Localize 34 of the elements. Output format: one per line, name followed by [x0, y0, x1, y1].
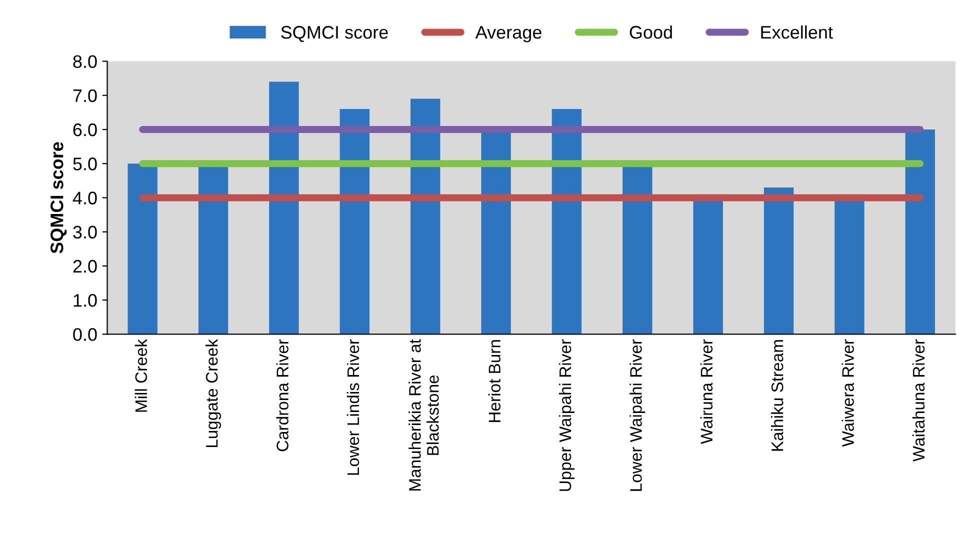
y-tick-label: 2.0: [73, 260, 97, 273]
x-tick-label: Wairuna River: [700, 339, 713, 444]
y-tick-label: 8.0: [73, 55, 97, 68]
bar: [905, 130, 935, 334]
bar: [198, 167, 228, 334]
x-tick-label: Lower Lindis River: [346, 339, 360, 475]
bar: [552, 109, 582, 334]
legend-label: Good: [630, 25, 672, 39]
y-tick-label: 3.0: [73, 226, 97, 239]
x-tick-label: Upper Waipahi River: [558, 339, 574, 491]
x-tick-label: Mill Creek: [134, 339, 148, 412]
y-tick-label: 7.0: [73, 89, 97, 102]
y-tick-label: 1.0: [74, 294, 97, 307]
bar: [128, 164, 158, 334]
x-tick-label: Waitahuna River: [912, 339, 925, 462]
bar: [340, 109, 370, 334]
x-tick-label: Cardrona River: [276, 339, 288, 452]
bar: [622, 167, 652, 334]
x-tick-label: Waiwera River: [842, 339, 854, 447]
y-tick-label: 4.0: [72, 192, 97, 204]
y-tick-label: 6.0: [73, 123, 97, 136]
x-tick-label: Manuherikia River at Blackstone: [408, 339, 439, 491]
y-tick-label: 0.0: [73, 328, 97, 341]
y-axis-title: SQMCI score: [50, 142, 67, 254]
bar: [410, 98, 440, 334]
legend-label: Average: [475, 26, 542, 42]
x-tick-label: Luggate Creek: [206, 339, 222, 448]
x-tick-label: Lower Waipahi River: [630, 339, 646, 491]
legend-label: Excellent: [761, 25, 833, 39]
bar: [764, 188, 794, 334]
y-tick-label: 5.0: [73, 158, 97, 170]
legend-label: SQMCI score: [281, 26, 388, 42]
x-tick-label: Heriot Burn: [488, 340, 501, 422]
x-tick-label: Kaihiku Stream: [771, 340, 784, 451]
